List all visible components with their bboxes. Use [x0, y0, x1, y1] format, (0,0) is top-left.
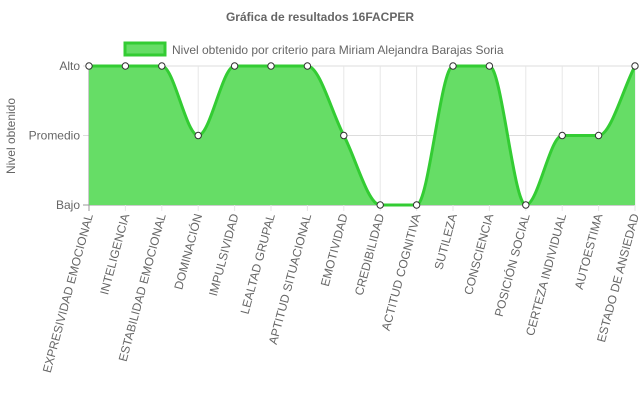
data-point[interactable]: [340, 131, 348, 140]
x-tick-label: CERTEZA INDIVIDUAL: [523, 212, 569, 337]
data-point[interactable]: [449, 62, 457, 70]
data-point[interactable]: [303, 62, 312, 70]
x-tick-label: CONSCIENCIA: [461, 212, 496, 296]
data-point[interactable]: [158, 62, 166, 70]
series-fill: [89, 66, 635, 205]
legend[interactable]: Nivel obtenido por criterio para Miriam …: [123, 41, 504, 57]
data-point[interactable]: [376, 201, 384, 209]
x-tick-label: SUTILEZA: [432, 212, 460, 271]
series-area: [89, 64, 637, 207]
data-point[interactable]: [230, 62, 239, 70]
x-axis: EXPRESIVIDAD EMOCIONAL INTELIGENCIAESTABI…: [40, 212, 639, 375]
legend-swatch: [123, 41, 167, 57]
y-axis: Bajo Promedio Alto: [29, 59, 81, 212]
data-point[interactable]: [631, 62, 639, 70]
x-tick-label: EXPRESIVIDAD EMOCIONAL: [40, 212, 96, 374]
data-point[interactable]: [85, 62, 93, 70]
x-tick-label: IMPULSIVIDAD: [206, 212, 242, 298]
x-tick-label: EMOTIVIDAD: [318, 212, 351, 288]
x-tick-label: DOMINACIÓN: [170, 212, 205, 291]
data-point[interactable]: [558, 131, 566, 140]
x-tick-label: POSICIÓN SOCIAL: [491, 212, 533, 319]
chart-title: Gráfica de resultados 16FACPER: [226, 10, 414, 24]
y-tick-label: Bajo: [56, 198, 80, 212]
data-point[interactable]: [485, 62, 494, 70]
data-points: [85, 62, 639, 209]
y-axis-title: Nivel obtenido: [4, 98, 18, 174]
data-point[interactable]: [194, 131, 202, 140]
x-tick-label: ACTITUD COGNITIVA: [379, 212, 424, 332]
x-tick-label: LEALTAD GRUPAL: [238, 212, 278, 316]
y-tick-label: Alto: [59, 59, 80, 73]
x-tick-label: CREDIBILIDAD: [352, 212, 387, 297]
data-point[interactable]: [522, 201, 530, 209]
x-tick-label: INTELIGENCIA: [97, 212, 132, 296]
legend-label: Nivel obtenido por criterio para Miriam …: [172, 43, 504, 57]
data-point[interactable]: [267, 62, 275, 70]
data-point[interactable]: [594, 131, 603, 140]
x-tick-label: AUTOESTIMA: [572, 212, 606, 291]
data-point[interactable]: [121, 62, 130, 70]
series-line: [89, 64, 637, 207]
y-tick-label: Promedio: [29, 129, 81, 143]
data-point[interactable]: [412, 201, 421, 209]
